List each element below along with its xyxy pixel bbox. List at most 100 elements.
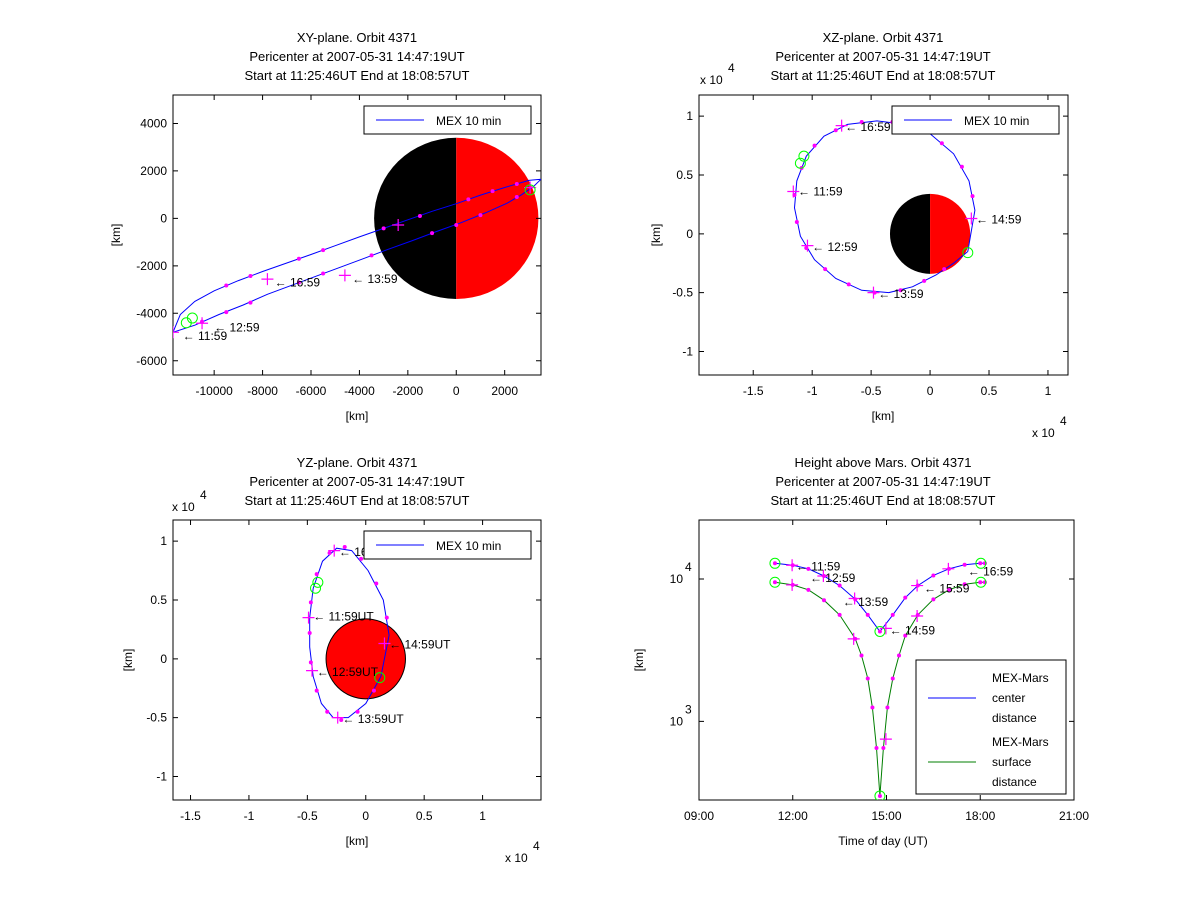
height-series-dot [806, 587, 811, 592]
height-series-line-1 [774, 581, 985, 796]
xy-orbit-dot [466, 197, 471, 202]
height-series-dot [877, 629, 882, 634]
xz-hour-marker [801, 239, 814, 252]
height-series-dot [885, 705, 890, 710]
xz-hour-marker [867, 286, 880, 299]
xy-mars-day-side [456, 137, 539, 299]
xy-y-tick-label: -6000 [136, 354, 167, 368]
xy-hour-marker [338, 269, 351, 282]
height-panel: Height above Mars. Orbit 4371 Pericenter… [632, 455, 1089, 848]
yz-time-annotation: ← 11:59UT [313, 609, 374, 623]
xz-x-tick-label: 1 [1045, 384, 1052, 398]
height-series-dot [877, 793, 882, 798]
xy-plot-area: ← 11:59← 12:59 ← 13:59 ← 14:59 ← 16:59 [173, 137, 541, 343]
xz-orbit-dot [970, 194, 975, 199]
xy-hour-marker [392, 219, 405, 232]
yz-orbit-dot [314, 688, 319, 693]
height-series-dot [822, 598, 826, 603]
xz-time-annotation: ← 11:59 [798, 184, 843, 198]
xy-x-tick-label: 2000 [491, 384, 518, 398]
height-series-dot [865, 676, 870, 681]
xz-orbit-line [793, 120, 976, 294]
xy-orbit-dot [296, 280, 301, 285]
height-plot-area: ← 11:59← 12:59 ← 13:59← 14:59 ← 16:59 ← 15:… [769, 557, 1014, 800]
xz-endpoint-ring [962, 247, 974, 259]
yz-hour-marker [328, 544, 341, 557]
xz-time-annotation: ← 16:59 [845, 120, 891, 134]
xy-x-tick-label: -4000 [344, 384, 375, 398]
height-hour-marker [848, 592, 861, 605]
height-y-tick-exponent: 3 [685, 702, 692, 716]
height-legend-label-line: center [992, 691, 1025, 705]
yz-y-exponent-label: x 10 [172, 500, 195, 514]
xy-endpoint-ring [524, 184, 536, 196]
xz-y-tick-label: -1 [682, 344, 693, 358]
xz-title-line-2: Pericenter at 2007-05-31 14:47:19UT [775, 49, 990, 64]
yz-orbit-dot [342, 545, 347, 550]
yz-orbit-dot [307, 630, 312, 635]
xz-orbit-dot [812, 143, 817, 148]
xy-orbit-dot [224, 283, 229, 288]
xy-time-annotation: ← 13:59 [352, 272, 398, 286]
xy-endpoint-ring [186, 312, 198, 324]
yz-x-tick-label: -0.5 [297, 809, 318, 823]
height-series-dot [874, 745, 879, 750]
xy-hour-marker [261, 273, 274, 286]
height-series-dot [962, 582, 967, 587]
height-x-tick-label: 09:00 [684, 809, 714, 823]
height-series-dot [978, 561, 983, 566]
xy-y-tick-label: 2000 [140, 164, 167, 178]
height-series-dot [772, 561, 777, 566]
xz-hour-marker [787, 185, 800, 198]
height-legend-label-line: MEX-Mars [992, 671, 1049, 685]
height-endpoint-ring [975, 576, 987, 588]
yz-title-line-3: Start at 11:25:46UT End at 18:08:57UT [245, 493, 470, 508]
height-series-dot [865, 612, 870, 617]
xz-title-line-1: XZ-plane. Orbit 4371 [823, 30, 944, 45]
xz-y-exponent-power: 4 [728, 61, 735, 75]
xz-plot-area: ← 11:59 ← 12:59 ← 13:59 ← 14:59 ← 16:59 [787, 119, 1022, 301]
height-hour-marker [879, 622, 892, 635]
xz-x-tick-label: -0.5 [861, 384, 882, 398]
yz-endpoint-ring [310, 582, 322, 594]
height-x-axis-label: Time of day (UT) [838, 834, 928, 848]
xz-time-annotation: ← 14:59 [976, 213, 1022, 227]
yz-hour-marker [331, 711, 344, 724]
xz-orbit-dot [898, 288, 903, 293]
xy-orbit-dot [430, 231, 435, 236]
height-y-tick-label: 10 [670, 572, 684, 586]
yz-title-line-1: YZ-plane. Orbit 4371 [297, 455, 418, 470]
xz-orbit-dot [942, 267, 947, 272]
yz-time-annotation: ← 12:59UT [317, 665, 379, 679]
yz-orbit-dot [374, 581, 379, 586]
yz-y-tick-label: 0.5 [150, 593, 167, 607]
yz-orbit-dot [314, 572, 319, 577]
height-series-dot [931, 597, 936, 602]
height-legend-label-line: MEX-Mars [992, 735, 1049, 749]
height-time-annotation: ← 16:59 [968, 564, 1014, 578]
yz-hour-marker [302, 611, 315, 624]
yz-hour-marker [378, 637, 391, 650]
height-legend-label-1: MEX-Mars surface distance [992, 735, 1049, 789]
yz-y-tick-label: 1 [160, 534, 167, 548]
yz-hour-marker [306, 664, 319, 677]
xz-mars-day-side [930, 193, 971, 274]
xy-legend-label: MEX 10 min [436, 114, 501, 128]
xz-orbit-dot [794, 220, 799, 225]
yz-endpoint-ring [312, 576, 324, 588]
xz-orbit-dot [859, 120, 864, 125]
height-endpoint-ring [874, 790, 886, 800]
height-hour-marker [786, 578, 799, 591]
height-series-dot [837, 612, 842, 617]
height-legend-label-line: distance [992, 775, 1037, 789]
height-series-dot [881, 745, 886, 750]
xz-orbit-dot [939, 141, 944, 146]
height-x-tick-label: 12:00 [778, 809, 808, 823]
xy-orbit-line [173, 178, 541, 333]
xy-x-tick-label: -10000 [195, 384, 233, 398]
xy-orbit-dot [381, 226, 386, 231]
xy-y-axis-label: [km] [109, 224, 123, 247]
yz-orbit-dot [339, 718, 344, 722]
height-y-tick-label: 10 [670, 714, 684, 728]
